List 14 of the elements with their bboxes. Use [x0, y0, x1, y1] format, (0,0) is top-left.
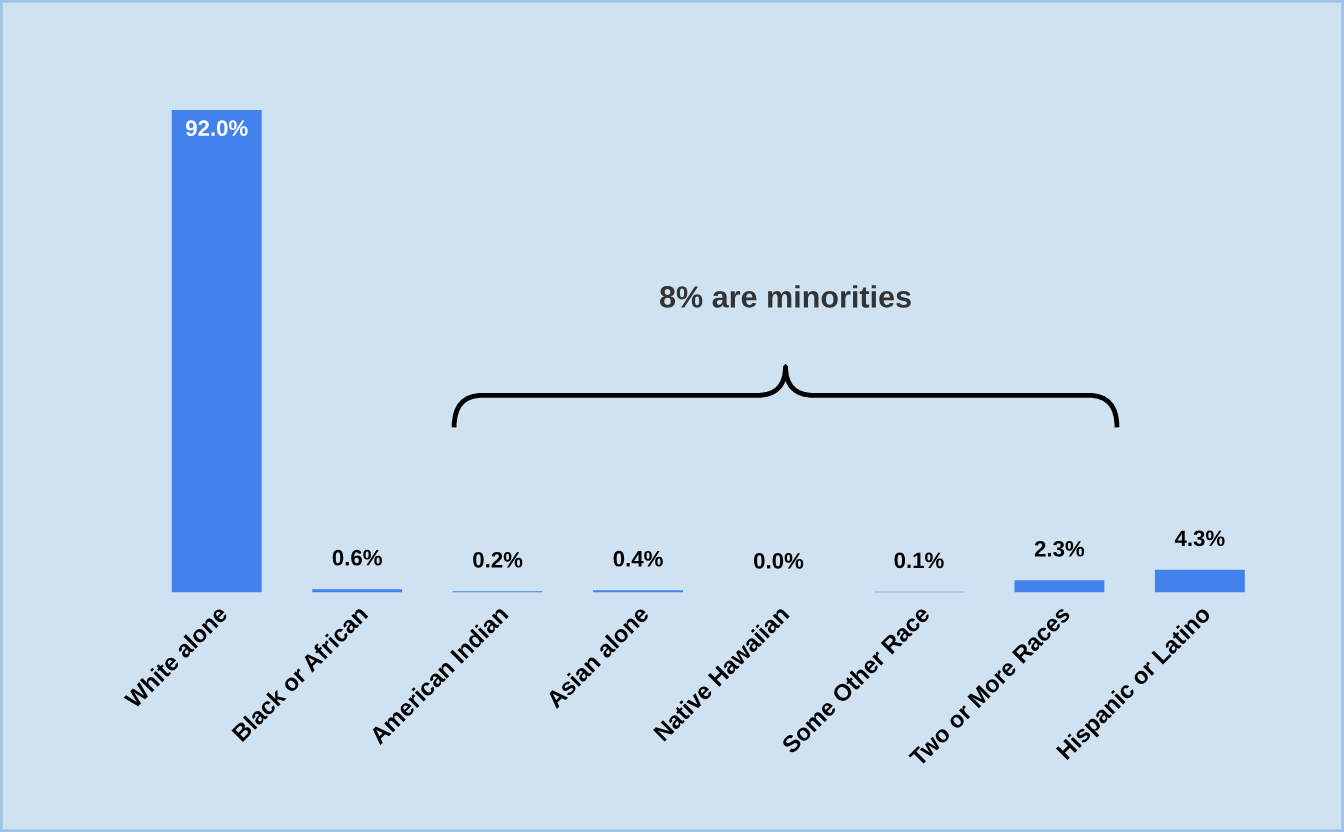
annotation: 8% are minorities — [659, 285, 911, 308]
bar — [312, 589, 403, 593]
data-label: 4.3% — [1174, 530, 1225, 547]
data-label: 0.1% — [894, 552, 944, 569]
bar — [171, 110, 262, 593]
bar — [1154, 569, 1245, 593]
data-label: 0.0% — [754, 552, 804, 569]
bar — [593, 590, 684, 593]
data-label: 0.4% — [613, 550, 663, 567]
data-label: 2.3% — [1034, 540, 1085, 557]
bar — [1014, 580, 1105, 593]
data-label: 0.2% — [473, 551, 523, 568]
data-label: 92.0% — [185, 120, 248, 137]
data-label: 0.6% — [332, 549, 382, 566]
